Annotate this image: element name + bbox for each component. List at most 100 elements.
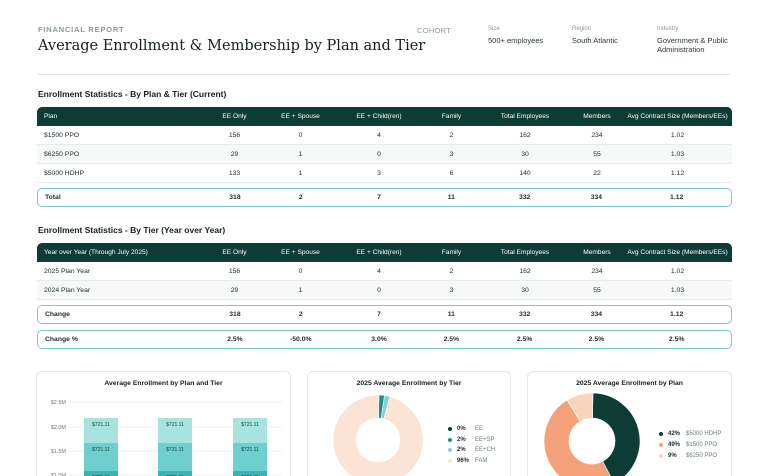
cell: 234 <box>591 131 603 139</box>
cell: 156 <box>228 267 241 275</box>
bar-segment <box>84 471 118 476</box>
size-value: 500+ employees <box>488 36 544 45</box>
table-row: $5000 HDHP 133 1 3 6 140 22 1.12 <box>37 164 732 183</box>
legend-label: EE+SP <box>475 436 495 443</box>
col-header: Avg Contract Size (Members/EEs) <box>627 249 728 256</box>
bar-value-label: $721.11 <box>241 447 259 453</box>
col-header: Year over Year (Through July 2025) <box>44 249 148 256</box>
col-header: Total Employees <box>500 249 550 256</box>
bar-segment <box>158 443 192 471</box>
cell: 22 <box>593 169 601 177</box>
cell: 1.12 <box>670 311 684 318</box>
cell: 2 <box>449 267 454 275</box>
cell: 162 <box>519 267 531 275</box>
col-header: Family <box>441 249 462 256</box>
region-value: South Atlantic <box>572 36 618 45</box>
col-header: Plan <box>44 113 58 120</box>
cell: Change <box>45 311 70 318</box>
legend-label: FAM <box>475 457 488 464</box>
cell: 2.5% <box>443 336 460 343</box>
table2-title: Enrollment Statistics - By Tier (Year ov… <box>38 225 226 235</box>
cell: 162 <box>519 131 531 139</box>
cell: 11 <box>447 194 455 201</box>
legend-label: $1500 PPO <box>686 442 718 448</box>
cohort-label: COHORT <box>417 26 452 35</box>
col-header: EE + Spouse <box>281 249 320 256</box>
legend-label: EE <box>475 426 484 432</box>
cell: 332 <box>518 311 531 318</box>
col-header: EE + Spouse <box>281 113 320 120</box>
legend-swatch <box>659 432 663 436</box>
legend-swatch <box>448 448 452 452</box>
cell: 3 <box>377 169 381 177</box>
cell: 334 <box>590 311 603 318</box>
donut-slice <box>332 394 424 476</box>
cell: 2 <box>298 311 303 318</box>
table-header: Plan EE Only EE + Spouse EE + Child(ren)… <box>37 107 732 126</box>
chart-title: 2025 Average Enrollment by Plan <box>576 380 683 387</box>
cell: 140 <box>519 169 531 177</box>
meta-region: Region South Atlantic <box>572 26 618 45</box>
y-tick-label: $2.5M <box>51 400 67 406</box>
cell: 318 <box>229 311 241 318</box>
y-tick-label: $1.0M <box>51 473 67 476</box>
table1-title: Enrollment Statistics - By Plan & Tier (… <box>38 89 227 99</box>
table-header: Year over Year (Through July 2025) EE On… <box>37 243 732 262</box>
col-header: Total Employees <box>500 113 550 120</box>
legend-item: 49% $1500 PPO <box>659 442 717 448</box>
legend-label: $6250 PPO <box>686 453 718 459</box>
cell: 1.02 <box>670 267 685 275</box>
bar-chart: $2.5M $2.0M $1.5M $1.0M $721.11 $721.11 $721.1… <box>51 400 282 476</box>
cell: -50.0% <box>289 336 312 343</box>
page-title: Average Enrollment & Membership by Plan … <box>38 38 426 54</box>
col-header: EE Only <box>222 113 247 120</box>
header-divider <box>38 74 731 75</box>
plan-tier-table: Plan EE Only EE + Spouse EE + Child(ren)… <box>37 107 732 183</box>
table-row: 2025 Plan Year 156 0 4 2 162 234 1.02 <box>37 262 732 281</box>
cell: $6250 PPO <box>44 150 80 158</box>
legend-swatch <box>659 443 663 447</box>
cell: 133 <box>228 169 241 177</box>
cell: 4 <box>377 131 381 139</box>
bar-segment <box>233 443 267 471</box>
legend-pct: 2% <box>457 447 466 453</box>
bar-value-label: $721.11 <box>241 422 259 428</box>
report-label: FINANCIAL REPORT <box>38 25 125 34</box>
cell: 2.5% <box>668 336 685 343</box>
change-pct-row: Change % 2.5% -50.0% 3.0% 2.5% 2.5% 2.5%… <box>37 330 732 349</box>
cell: $1500 PPO <box>44 131 80 139</box>
legend-item: 96% FAM <box>448 458 487 464</box>
col-header: EE + Child(ren) <box>356 249 402 256</box>
y-tick-label: $1.5M <box>51 449 67 455</box>
col-header: Family <box>441 113 462 120</box>
cell: 334 <box>590 194 603 201</box>
legend-swatch <box>448 458 452 463</box>
legend-swatch <box>659 454 663 458</box>
legend-pct: 42% <box>668 431 681 437</box>
legend-item: 42% $5000 HDHP <box>659 431 721 437</box>
cell: 1.12 <box>670 194 684 201</box>
legend-pct: 0% <box>457 426 466 432</box>
cell: 2024 Plan Year <box>44 286 91 294</box>
y-tick-label: $2.0M <box>51 425 67 431</box>
cell: 2 <box>449 131 454 139</box>
bar-segment <box>158 418 192 443</box>
cell: 1 <box>298 169 303 177</box>
cell: 1.12 <box>670 169 685 177</box>
bar-segment <box>84 443 118 471</box>
industry-label: Industry <box>657 26 679 32</box>
bar-value-label: $721.11 <box>92 422 110 428</box>
col-header: EE + Child(ren) <box>356 113 402 120</box>
total-row: Total 318 2 7 11 332 334 1.12 <box>37 188 732 207</box>
legend-pct: 9% <box>668 453 677 459</box>
donut-slice <box>566 392 594 422</box>
cell: 332 <box>518 194 531 201</box>
table-row: $1500 PPO 156 0 4 2 162 234 1.02 <box>37 126 732 145</box>
table-row: $6250 PPO 29 1 0 3 30 55 1.03 <box>37 145 732 164</box>
region-label: Region <box>572 26 592 32</box>
bar-value-label: $721.11 <box>166 422 184 428</box>
cell: 30 <box>521 150 529 158</box>
col-header: Avg Contract Size (Members/EEs) <box>627 113 728 120</box>
chart-title: 2025 Average Enrollment by Tier <box>356 380 462 387</box>
cell: 11 <box>447 311 455 318</box>
